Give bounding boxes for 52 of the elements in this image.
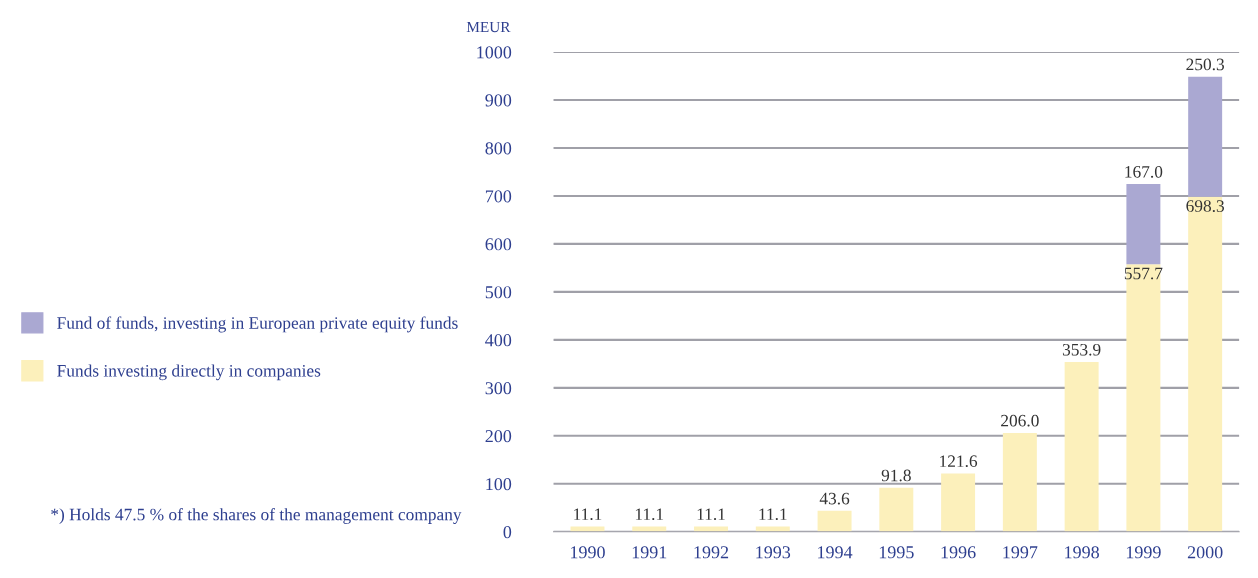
x-tick-label: 1990 xyxy=(571,546,605,559)
data-label: 121.6 xyxy=(940,455,978,468)
x-tick-label: 1996 xyxy=(941,546,976,559)
bar xyxy=(1188,196,1223,532)
bar xyxy=(1064,361,1099,532)
y-tick-label: 900 xyxy=(485,94,512,107)
legend-label: Funds investing directly in companies xyxy=(57,364,321,381)
x-tick-label: 1995 xyxy=(879,546,914,559)
data-label: 557.7 xyxy=(1124,267,1163,280)
y-tick-label: 500 xyxy=(485,286,512,299)
y-tick-label: 200 xyxy=(485,430,512,443)
x-tick-label: 2000 xyxy=(1187,546,1223,559)
y-tick-label: 700 xyxy=(485,190,512,203)
data-label: 698.3 xyxy=(1186,200,1225,212)
data-label: 11.1 xyxy=(759,508,787,521)
bar xyxy=(632,526,667,532)
x-tick-label: 1994 xyxy=(818,546,853,559)
data-label: 250.3 xyxy=(1186,58,1225,71)
y-tick-label: 600 xyxy=(485,238,512,251)
x-tick-label: 1992 xyxy=(694,546,729,559)
bar xyxy=(1188,76,1223,197)
y-tick-label: 300 xyxy=(485,382,512,395)
x-tick-label: 1993 xyxy=(756,546,791,559)
data-label: 43.6 xyxy=(819,492,850,505)
bar xyxy=(755,526,790,532)
y-tick-label: 0 xyxy=(503,526,512,539)
bar xyxy=(1002,432,1037,532)
y-tick-label: 1000 xyxy=(477,46,512,59)
x-tick-label: 1991 xyxy=(632,546,667,559)
y-tick-label: 400 xyxy=(485,334,512,347)
bar xyxy=(817,510,852,532)
x-tick-label: 1999 xyxy=(1126,546,1161,559)
bar xyxy=(570,526,605,532)
y-tick-label: 100 xyxy=(486,478,512,491)
x-tick-label: 1998 xyxy=(1065,546,1099,559)
bar xyxy=(1126,184,1161,265)
bar xyxy=(694,526,729,532)
bar xyxy=(1126,264,1161,532)
bar xyxy=(941,473,976,532)
x-tick-label: 1997 xyxy=(1003,546,1038,559)
y-tick-label: 800 xyxy=(485,142,512,155)
data-label: 11.1 xyxy=(697,508,725,521)
data-label: 11.1 xyxy=(635,508,664,521)
data-label: 206.0 xyxy=(1001,414,1039,427)
text: *) Holds 47.5 % of the shares of the management company xyxy=(51,507,462,524)
bar xyxy=(879,487,914,532)
data-label: 11.1 xyxy=(574,508,602,521)
y-axis-title: MEUR xyxy=(466,21,511,33)
data-label: 91.8 xyxy=(881,469,911,482)
legend-label: Fund of funds, investing in European private equity funds xyxy=(57,316,458,333)
data-label: 353.9 xyxy=(1062,343,1101,356)
data-label: 167.0 xyxy=(1125,165,1163,178)
